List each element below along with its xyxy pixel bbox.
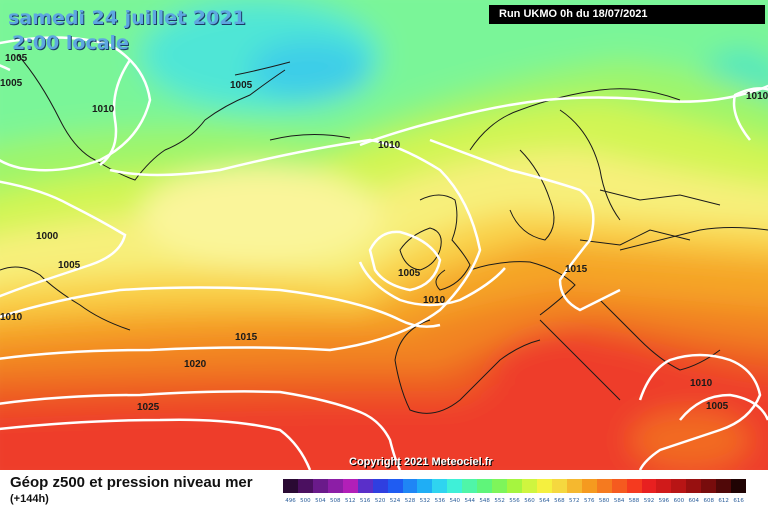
- color-scale-swatch: [566, 479, 582, 493]
- legend-title: Géop z500 et pression niveau mer: [10, 474, 253, 491]
- color-scale-tick: 504: [315, 498, 326, 504]
- color-scale-swatch: [507, 479, 522, 493]
- isobar-label: 1010: [378, 140, 401, 151]
- map-canvas: 1005 1005 1005 1010 1010 1000 1005 1005 …: [0, 0, 768, 470]
- color-scale-tick: 608: [703, 498, 714, 504]
- color-scale-tick: 616: [733, 498, 744, 504]
- color-scale-swatch: [283, 479, 298, 493]
- color-scale-swatch: [357, 479, 373, 493]
- color-scale-swatch: [432, 479, 448, 493]
- isobar-label: 1005: [0, 78, 23, 89]
- color-scale-swatch: [686, 479, 702, 493]
- color-scale-swatch: [327, 479, 343, 493]
- isobar-label: 1005: [5, 53, 28, 64]
- isobar-label: 1015: [235, 332, 258, 343]
- color-scale-tick: 512: [344, 498, 356, 504]
- color-scale-tick: 556: [509, 498, 520, 504]
- isobar-label: 1010: [690, 378, 713, 389]
- coastlines: [0, 54, 768, 414]
- forecast-date: samedi 24 juillet 2021: [8, 7, 246, 29]
- color-scale-swatch: [447, 479, 463, 493]
- color-scale-swatch: [342, 479, 358, 493]
- isobar-label: 1025: [137, 402, 160, 413]
- geopotential-field: [0, 0, 768, 470]
- color-scale-swatch: [671, 479, 687, 493]
- color-scale-swatch: [522, 479, 537, 493]
- color-scale-tick: 576: [583, 498, 595, 504]
- color-scale-tick: 572: [569, 498, 580, 504]
- color-scale-swatch: [596, 479, 612, 493]
- color-scale-swatch: [731, 479, 747, 493]
- color-scale-swatch: [492, 479, 508, 493]
- color-scale-swatch: [297, 479, 313, 493]
- legend-subtitle: (+144h): [10, 493, 49, 505]
- color-scale-swatch: [611, 479, 627, 493]
- color-scale-swatch: [477, 479, 493, 493]
- model-run-label: Run UKMO 0h du 18/07/2021: [489, 5, 765, 24]
- color-scale-tick: 508: [330, 498, 341, 504]
- color-scale-tick: 532: [419, 498, 431, 504]
- color-scale-ticks: 496 500 504 508 512 516 520 524 528 532 536 540 544 5…: [283, 496, 746, 506]
- color-scale-tick: 612: [718, 498, 729, 504]
- color-scale-tick: 516: [359, 498, 371, 504]
- color-scale-tick: 584: [613, 498, 625, 504]
- isobar-label: 1010: [92, 104, 115, 115]
- color-scale-swatch: [402, 479, 418, 493]
- color-scale-tick: 548: [479, 498, 490, 504]
- color-scale-swatch: [656, 479, 672, 493]
- color-scale-tick: 588: [628, 498, 640, 504]
- color-scale-tick: 596: [658, 498, 670, 504]
- color-scale-tick: 600: [673, 498, 685, 504]
- color-scale-tick: 568: [554, 498, 565, 504]
- isobars: [0, 36, 768, 470]
- color-scale-tick: 552: [494, 498, 505, 504]
- color-scale-tick: 564: [539, 498, 550, 504]
- isobar-label: 1010: [423, 295, 446, 306]
- color-scale-swatch: [417, 479, 433, 493]
- color-scale-swatch: [462, 479, 478, 493]
- isobar-label: 1005: [230, 80, 253, 91]
- isobar-label: 1005: [706, 401, 729, 412]
- color-scale-tick: 528: [404, 498, 416, 504]
- color-scale: [283, 479, 747, 493]
- isobar-label: 1005: [398, 268, 421, 279]
- color-scale-swatch: [581, 479, 597, 493]
- color-scale-tick: 604: [688, 498, 700, 504]
- isobar-label: 1020: [184, 359, 207, 370]
- color-scale-swatch: [536, 479, 552, 493]
- color-scale-swatch: [701, 479, 717, 493]
- color-scale-tick: 520: [374, 498, 386, 504]
- color-scale-swatch: [312, 479, 328, 493]
- color-scale-tick: 540: [449, 498, 461, 504]
- color-scale-tick: 560: [524, 498, 535, 504]
- isobar-labels: 1005 1005 1005 1010 1010 1000 1005 1005 …: [0, 53, 768, 413]
- color-scale-swatch: [372, 479, 388, 493]
- color-scale-tick: 536: [434, 498, 446, 504]
- color-scale-tick: 524: [389, 498, 401, 504]
- color-scale-swatch: [641, 479, 657, 493]
- copyright: Copyright 2021 Meteociel.fr: [349, 456, 493, 468]
- color-scale-swatch: [716, 479, 732, 493]
- color-scale-tick: 592: [643, 498, 655, 504]
- isobar-label: 1005: [58, 260, 81, 271]
- isobar-label: 1000: [36, 231, 59, 242]
- color-scale-tick: 496: [285, 498, 296, 504]
- isobar-label: 1010: [0, 312, 23, 323]
- legend-footer: Géop z500 et pression niveau mer (+144h)…: [0, 470, 768, 512]
- color-scale-swatch: [551, 479, 567, 493]
- weather-map: 1005 1005 1005 1010 1010 1000 1005 1005 …: [0, 0, 768, 470]
- color-scale-tick: 500: [300, 498, 311, 504]
- color-scale-tick: 544: [464, 498, 475, 504]
- color-scale-tick: 580: [598, 498, 610, 504]
- isobar-label: 1010: [746, 91, 768, 102]
- forecast-time: 2:00 locale: [12, 32, 129, 54]
- isobar-label: 1015: [565, 264, 588, 275]
- color-scale-swatch: [626, 479, 642, 493]
- color-scale-swatch: [387, 479, 403, 493]
